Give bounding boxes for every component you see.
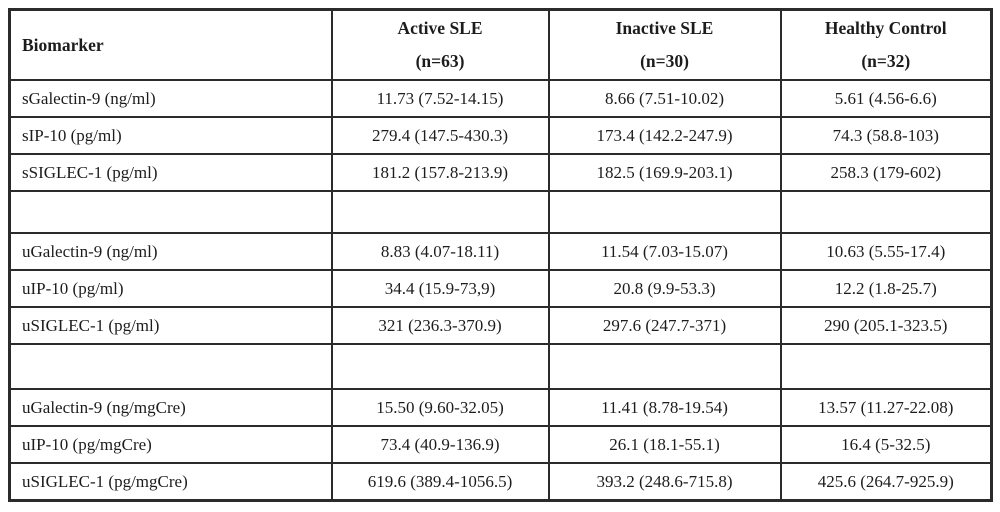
empty-cell <box>8 343 333 390</box>
biomarker-name-cell: uGalectin-9 (ng/mgCre) <box>8 388 333 427</box>
value-cell-healthy: 16.4 (5-32.5) <box>779 425 993 464</box>
value-cell-healthy: 5.61 (4.56-6.6) <box>779 79 993 118</box>
biomarker-comparison-table: Biomarker Active SLE (n=63) Inactive SLE… <box>8 8 993 502</box>
value-cell-active: 321 (236.3-370.9) <box>330 306 550 345</box>
value-cell-inactive: 26.1 (18.1-55.1) <box>547 425 782 464</box>
value-cell-inactive: 11.41 (8.78-19.54) <box>547 388 782 427</box>
biomarker-name-cell: sIP-10 (pg/ml) <box>8 116 333 155</box>
value-cell-healthy: 425.6 (264.7-925.9) <box>779 462 993 502</box>
value-cell-inactive: 11.54 (7.03-15.07) <box>547 232 782 271</box>
biomarker-name-cell: uGalectin-9 (ng/ml) <box>8 232 333 271</box>
table-header-row: Biomarker Active SLE (n=63) Inactive SLE… <box>8 8 993 81</box>
value-cell-inactive: 297.6 (247.7-371) <box>547 306 782 345</box>
empty-cell <box>779 190 993 234</box>
group-n-count: (n=30) <box>640 51 689 71</box>
table-row: uSIGLEC-1 (pg/ml) 321 (236.3-370.9) 297.… <box>8 306 993 345</box>
column-header-inactive-sle: Inactive SLE (n=30) <box>547 8 782 81</box>
group-n-count: (n=32) <box>861 51 911 71</box>
biomarker-name-cell: uIP-10 (pg/ml) <box>8 269 333 308</box>
value-cell-active: 11.73 (7.52-14.15) <box>330 79 550 118</box>
value-cell-healthy: 10.63 (5.55-17.4) <box>779 232 993 271</box>
column-header-active-sle: Active SLE (n=63) <box>330 8 550 81</box>
empty-cell <box>330 343 550 390</box>
value-cell-healthy: 13.57 (11.27-22.08) <box>779 388 993 427</box>
empty-cell <box>8 190 333 234</box>
value-cell-active: 279.4 (147.5-430.3) <box>330 116 550 155</box>
group-label: Inactive SLE <box>615 18 714 38</box>
empty-spacer-row <box>8 190 993 234</box>
value-cell-active: 15.50 (9.60-32.05) <box>330 388 550 427</box>
empty-cell <box>547 343 782 390</box>
value-cell-active: 34.4 (15.9-73,9) <box>330 269 550 308</box>
value-cell-active: 8.83 (4.07-18.11) <box>330 232 550 271</box>
empty-cell <box>779 343 993 390</box>
value-cell-active: 181.2 (157.8-213.9) <box>330 153 550 192</box>
value-cell-healthy: 258.3 (179-602) <box>779 153 993 192</box>
group-label: Healthy Control <box>824 18 947 38</box>
value-cell-inactive: 182.5 (169.9-203.1) <box>547 153 782 192</box>
value-cell-inactive: 8.66 (7.51-10.02) <box>547 79 782 118</box>
value-cell-healthy: 290 (205.1-323.5) <box>779 306 993 345</box>
group-n-count: (n=63) <box>415 51 465 71</box>
table-row: uSIGLEC-1 (pg/mgCre) 619.6 (389.4-1056.5… <box>8 462 993 502</box>
table-row: uGalectin-9 (ng/mgCre) 15.50 (9.60-32.05… <box>8 388 993 427</box>
value-cell-active: 619.6 (389.4-1056.5) <box>330 462 550 502</box>
value-cell-healthy: 12.2 (1.8-25.7) <box>779 269 993 308</box>
biomarker-name-cell: sSIGLEC-1 (pg/ml) <box>8 153 333 192</box>
table-row: sSIGLEC-1 (pg/ml) 181.2 (157.8-213.9) 18… <box>8 153 993 192</box>
biomarker-name-cell: uSIGLEC-1 (pg/ml) <box>8 306 333 345</box>
value-cell-inactive: 20.8 (9.9-53.3) <box>547 269 782 308</box>
column-header-biomarker: Biomarker <box>8 8 333 81</box>
table-row: uIP-10 (pg/mgCre) 73.4 (40.9-136.9) 26.1… <box>8 425 993 464</box>
group-label: Active SLE <box>397 18 483 38</box>
table-row: uIP-10 (pg/ml) 34.4 (15.9-73,9) 20.8 (9.… <box>8 269 993 308</box>
table-row: sGalectin-9 (ng/ml) 11.73 (7.52-14.15) 8… <box>8 79 993 118</box>
table-row: sIP-10 (pg/ml) 279.4 (147.5-430.3) 173.4… <box>8 116 993 155</box>
value-cell-healthy: 74.3 (58.8-103) <box>779 116 993 155</box>
value-cell-inactive: 393.2 (248.6-715.8) <box>547 462 782 502</box>
value-cell-active: 73.4 (40.9-136.9) <box>330 425 550 464</box>
empty-cell <box>547 190 782 234</box>
column-header-healthy-control: Healthy Control (n=32) <box>779 8 993 81</box>
empty-spacer-row <box>8 343 993 390</box>
table-row: uGalectin-9 (ng/ml) 8.83 (4.07-18.11) 11… <box>8 232 993 271</box>
biomarker-name-cell: uSIGLEC-1 (pg/mgCre) <box>8 462 333 502</box>
empty-cell <box>330 190 550 234</box>
value-cell-inactive: 173.4 (142.2-247.9) <box>547 116 782 155</box>
biomarker-name-cell: sGalectin-9 (ng/ml) <box>8 79 333 118</box>
biomarker-name-cell: uIP-10 (pg/mgCre) <box>8 425 333 464</box>
